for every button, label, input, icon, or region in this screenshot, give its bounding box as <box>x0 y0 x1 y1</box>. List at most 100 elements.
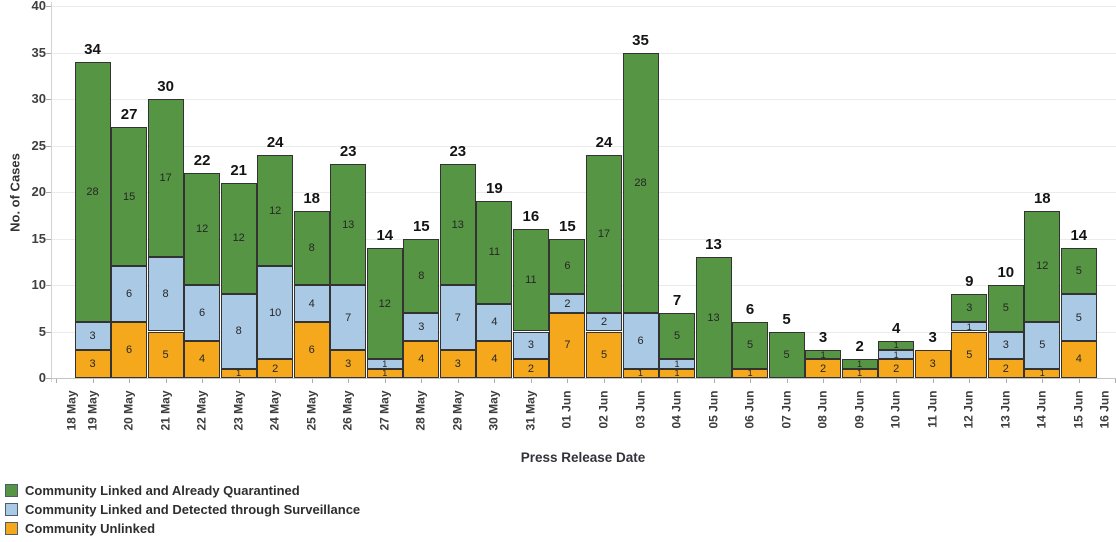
y-tick-mark <box>46 6 51 7</box>
bar-segment[interactable]: 7 <box>549 312 586 378</box>
bar-segment[interactable]: 3 <box>439 350 476 378</box>
bar-segment[interactable]: 2 <box>586 312 622 332</box>
bar-segment[interactable]: 5 <box>659 312 695 360</box>
bar-segment[interactable]: 1 <box>1024 368 1061 378</box>
bar-segment[interactable]: 5 <box>1024 322 1061 369</box>
bar-segment-value: 2 <box>1002 362 1009 375</box>
bar-segment[interactable]: 3 <box>914 350 951 378</box>
bar-segment[interactable]: 6 <box>111 266 148 323</box>
bar-segment[interactable]: 11 <box>476 201 513 304</box>
bar-segment[interactable]: 4 <box>184 340 221 378</box>
bar-segment[interactable]: 3 <box>330 350 367 378</box>
x-tick-mark <box>1078 379 1080 383</box>
bar-segment[interactable]: 6 <box>111 322 148 378</box>
bar-segment[interactable]: 6 <box>622 312 659 369</box>
bar-segment[interactable]: 7 <box>330 285 367 351</box>
bar-segment-value: 1 <box>857 359 863 370</box>
bar-segment-value: 5 <box>1075 265 1082 278</box>
bar-segment[interactable]: 1 <box>841 359 878 370</box>
bar-segment[interactable]: 17 <box>147 99 184 258</box>
bar-segment[interactable]: 17 <box>586 154 622 313</box>
bar-segment[interactable]: 12 <box>184 173 221 285</box>
bar-segment[interactable]: 3 <box>987 331 1024 360</box>
bar-segment[interactable]: 3 <box>512 331 549 360</box>
bar-segment[interactable]: 8 <box>220 294 257 369</box>
bar-segment[interactable]: 4 <box>403 340 440 378</box>
bar-segment[interactable]: 1 <box>732 368 769 378</box>
bar-segment[interactable]: 10 <box>257 266 294 360</box>
bar-segment[interactable]: 12 <box>220 182 257 295</box>
bar-segment[interactable]: 13 <box>330 164 367 285</box>
bar-segment[interactable]: 4 <box>1060 340 1097 378</box>
bar-segment[interactable]: 11 <box>512 229 549 332</box>
bar-segment[interactable]: 1 <box>878 340 915 350</box>
bar-segment[interactable]: 1 <box>841 368 878 378</box>
bar-segment[interactable]: 4 <box>476 340 513 378</box>
bar-segment[interactable]: 2 <box>878 359 915 378</box>
bar-segment[interactable]: 1 <box>622 368 659 378</box>
bar-segment[interactable]: 12 <box>1024 210 1061 323</box>
bar-segment[interactable]: 28 <box>622 52 659 313</box>
bar-segment-value: 28 <box>86 185 99 198</box>
x-tick-label: 01 Jun <box>559 390 574 429</box>
bar-segment[interactable]: 5 <box>951 331 988 378</box>
bar-segment-value: 12 <box>269 204 282 217</box>
bar-segment[interactable]: 5 <box>1060 247 1097 295</box>
bar-segment[interactable]: 8 <box>147 257 184 332</box>
legend-item[interactable]: Community Unlinked <box>5 519 360 538</box>
bar-segment[interactable]: 2 <box>805 359 842 378</box>
bar-segment[interactable]: 13 <box>695 257 732 378</box>
bar-segment[interactable]: 3 <box>951 294 988 323</box>
bar-segment[interactable]: 4 <box>293 285 330 323</box>
x-tick-label: 03 Jun <box>633 390 647 429</box>
x-tick-label: 18 May <box>64 390 79 431</box>
bar-segment[interactable]: 5 <box>768 331 805 378</box>
bar-segment[interactable]: 15 <box>111 126 148 267</box>
bar-segment[interactable]: 2 <box>257 359 294 378</box>
bar-segment[interactable]: 5 <box>586 331 622 378</box>
bar-segment[interactable]: 3 <box>403 312 440 341</box>
bar-segment[interactable]: 6 <box>184 285 221 341</box>
bar-segment[interactable]: 2 <box>987 359 1024 378</box>
bar-segment[interactable]: 13 <box>439 164 476 285</box>
x-tick-mark <box>750 379 752 383</box>
bar-segment[interactable]: 12 <box>257 154 294 267</box>
bar-segment[interactable]: 7 <box>439 285 476 351</box>
bar-segment-value: 8 <box>308 241 315 254</box>
bar-segment[interactable]: 1 <box>878 350 915 360</box>
bar-segment[interactable]: 5 <box>987 285 1024 332</box>
bar-segment[interactable]: 1 <box>366 359 403 369</box>
bar-segment[interactable]: 8 <box>403 238 440 313</box>
bar-segment[interactable]: 1 <box>659 368 695 378</box>
bar-segment-value: 3 <box>966 302 973 315</box>
bar-segment[interactable]: 2 <box>512 359 549 378</box>
bar-segment[interactable]: 5 <box>732 322 769 369</box>
bar-segment[interactable]: 28 <box>74 61 111 323</box>
bar-segment[interactable]: 6 <box>293 322 330 378</box>
bar-segment-value: 5 <box>783 348 790 361</box>
bar-segment[interactable]: 8 <box>293 210 330 285</box>
bar-segment[interactable]: 1 <box>951 322 988 332</box>
bar-total-label: 22 <box>193 152 211 170</box>
legend-item[interactable]: Community Linked and Detected through Su… <box>5 500 360 519</box>
x-tick-mark <box>896 379 898 383</box>
bar-segment[interactable]: 5 <box>147 331 184 378</box>
bar-segment[interactable]: 1 <box>220 368 257 378</box>
y-tick-label: 0 <box>38 370 46 385</box>
x-tick-mark <box>457 379 459 383</box>
bar-segment[interactable]: 1 <box>366 368 403 378</box>
bar-segment[interactable]: 6 <box>549 238 586 295</box>
bar-segment[interactable]: 12 <box>366 247 403 360</box>
bar-segment[interactable]: 3 <box>74 350 111 378</box>
legend-item[interactable]: Community Linked and Already Quarantined <box>5 481 360 500</box>
bar-segment[interactable]: 2 <box>549 294 586 313</box>
bar-segment[interactable]: 1 <box>805 350 842 360</box>
bar-segment[interactable]: 4 <box>476 303 513 341</box>
y-tick-mark <box>46 378 51 379</box>
bar-segment-value: 13 <box>342 218 355 231</box>
bar-total-label: 30 <box>157 78 174 95</box>
bar-segment[interactable]: 3 <box>74 322 111 351</box>
bar-segment[interactable]: 1 <box>659 359 695 369</box>
bar-segment-value: 17 <box>597 227 611 240</box>
bar-segment[interactable]: 5 <box>1060 294 1097 341</box>
